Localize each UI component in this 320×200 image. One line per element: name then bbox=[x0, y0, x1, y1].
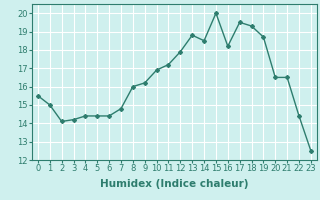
X-axis label: Humidex (Indice chaleur): Humidex (Indice chaleur) bbox=[100, 179, 249, 189]
